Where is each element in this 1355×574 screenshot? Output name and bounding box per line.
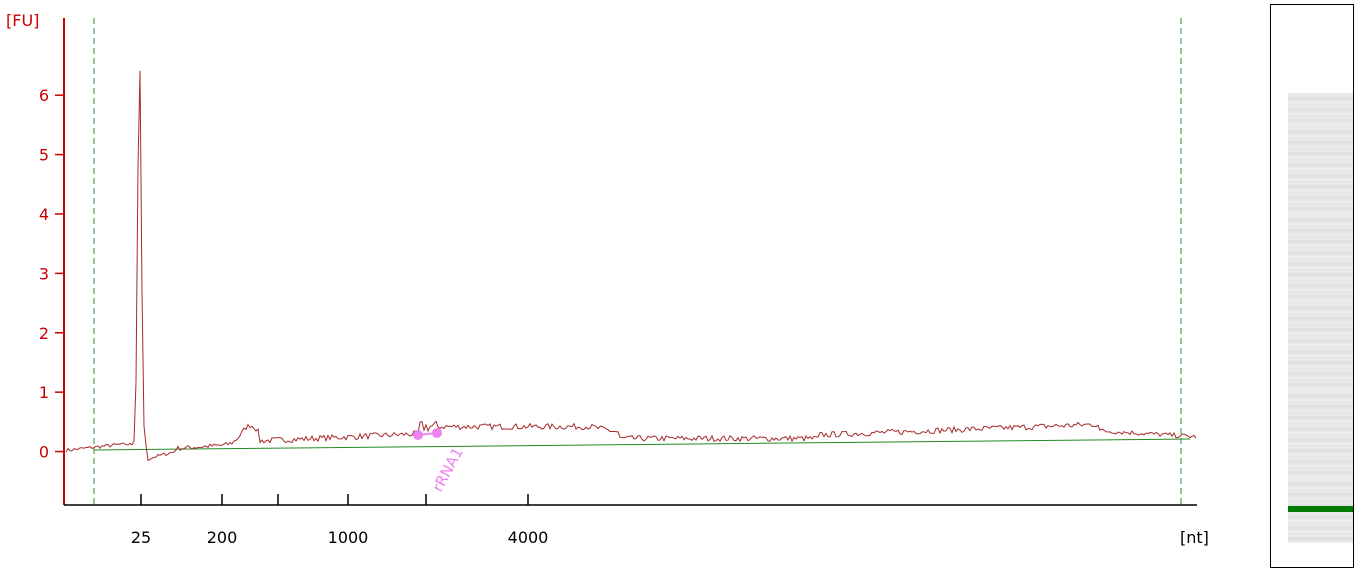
x-unit-label: [nt]: [1180, 528, 1209, 547]
y-tick-label: 0: [39, 443, 49, 462]
y-tick-label: 1: [39, 383, 49, 402]
electropherogram-chart: [FU] [nt] 0 1 2 3 4 5 6 25 200 1000 4000 rRNA1: [6, 11, 1209, 547]
gel-marker-band: [1288, 506, 1353, 512]
signal-trace: [65, 70, 1197, 462]
gel-lane: [1288, 93, 1353, 543]
y-tick-label: 6: [39, 86, 49, 105]
y-unit-label: [FU]: [6, 11, 39, 30]
x-tick-label: 200: [207, 528, 238, 547]
region-marker-end: [432, 428, 442, 438]
region-marker-start: [413, 430, 423, 440]
baseline-line: [93, 438, 1191, 451]
y-tick-label: 4: [39, 205, 49, 224]
x-tick-label: 25: [131, 528, 151, 547]
gel-image-panel: [1270, 4, 1354, 568]
x-tick-label: 1000: [328, 528, 369, 547]
rrna-annotation-label: rRNA1: [429, 444, 467, 495]
y-tick-label: 2: [39, 324, 49, 343]
y-tick-label: 3: [39, 264, 49, 283]
x-tick-label: 4000: [508, 528, 549, 547]
y-tick-label: 5: [39, 146, 49, 165]
